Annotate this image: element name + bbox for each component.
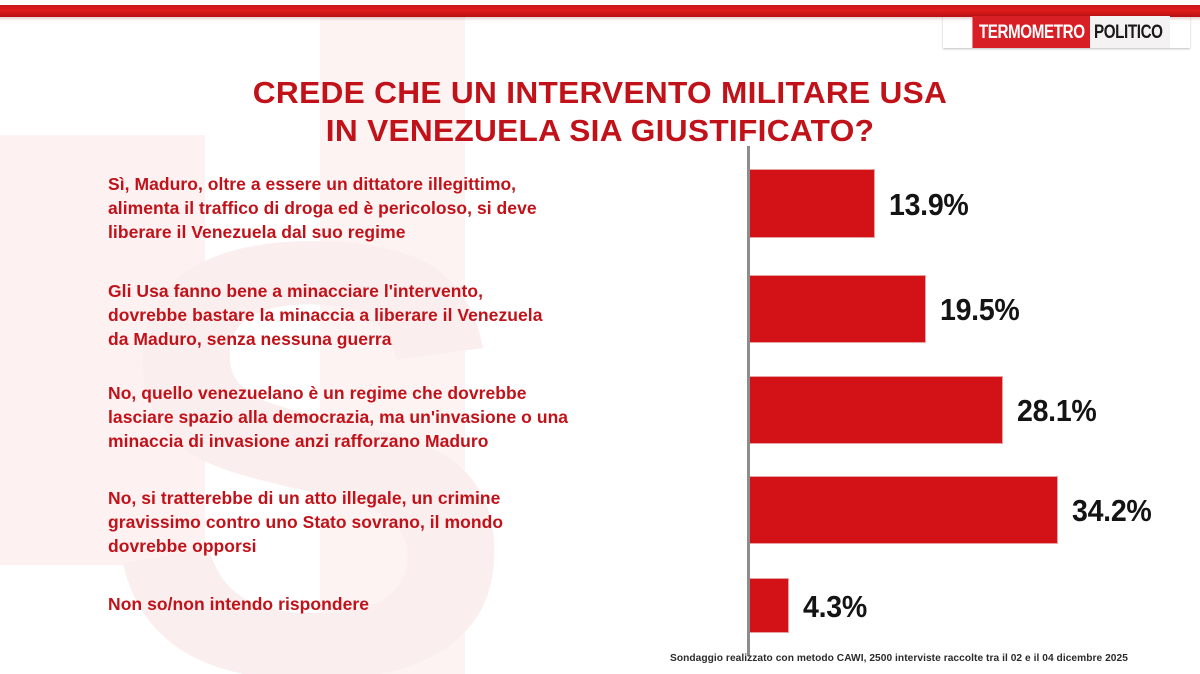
top-red-band-shadow bbox=[0, 17, 1200, 21]
bar-category-label-line: liberare il Venezuela dal suo regime bbox=[108, 222, 406, 242]
bar-category-label: Non so/non intendo rispondere bbox=[108, 592, 736, 616]
background-pink-strip bbox=[320, 16, 465, 674]
bar bbox=[750, 376, 1003, 444]
bar-category-label: Gli Usa fanno bene a minacciare l'interv… bbox=[108, 279, 736, 351]
bar-category-label-line: No, si tratterebbe di un atto illegale, … bbox=[108, 488, 501, 508]
watermark-letter: S bbox=[105, 114, 519, 674]
bar-value-label: 4.3% bbox=[803, 588, 867, 624]
bar-category-label-line: dovrebbe bastare la minaccia a liberare … bbox=[108, 305, 543, 325]
bar-value-label: 13.9% bbox=[889, 186, 969, 222]
bar-value-label: 34.2% bbox=[1072, 493, 1152, 528]
bar-value-label: 28.1% bbox=[1017, 393, 1097, 428]
bar-category-label-line: minaccia di invasione anzi rafforzano Ma… bbox=[108, 431, 489, 451]
bar-category-label-line: dovrebbe opporsi bbox=[108, 536, 257, 556]
bar bbox=[750, 476, 1058, 544]
page-title-line-2: IN VENEZUELA SIA GIUSTIFICATO? bbox=[325, 113, 875, 148]
bar-value-label: 19.5% bbox=[940, 292, 1020, 327]
brand-logo-termometro: TERMOMETRO bbox=[972, 16, 1091, 48]
bar-category-label-line: Gli Usa fanno bene a minacciare l'interv… bbox=[108, 281, 483, 301]
bar-category-label-line: lasciare spazio alla democrazia, ma un'i… bbox=[108, 407, 569, 427]
bar bbox=[750, 169, 875, 238]
background-pink-panel bbox=[0, 135, 205, 565]
methodology-note: Sondaggio realizzato con metodo CAWI, 25… bbox=[670, 652, 1128, 664]
bar-category-label-line: Sì, Maduro, oltre a essere un dittatore … bbox=[108, 174, 517, 194]
bar-category-label-line: Non so/non intendo rispondere bbox=[108, 594, 370, 614]
page-title: CREDE CHE UN INTERVENTO MILITARE USA IN … bbox=[0, 74, 1200, 150]
bar-category-label-line: da Maduro, senza nessuna guerra bbox=[108, 329, 392, 349]
bar-category-label-line: gravissimo contro uno Stato sovrano, il … bbox=[108, 512, 504, 532]
bar-category-label-line: alimenta il traffico di droga ed è peric… bbox=[108, 198, 537, 218]
brand-logo[interactable]: TERMOMETRO POLITICO bbox=[943, 16, 1190, 48]
bar-category-label-line: No, quello venezuelano è un regime che d… bbox=[108, 383, 527, 403]
top-red-band bbox=[0, 5, 1200, 17]
bar-category-label: No, si tratterebbe di un atto illegale, … bbox=[108, 486, 736, 558]
chart-axis-line bbox=[747, 146, 750, 656]
bar bbox=[750, 578, 789, 633]
bar-category-label: No, quello venezuelano è un regime che d… bbox=[108, 381, 736, 453]
bar bbox=[750, 275, 926, 343]
page-title-line-1: CREDE CHE UN INTERVENTO MILITARE USA bbox=[252, 75, 948, 110]
bar-category-label: Sì, Maduro, oltre a essere un dittatore … bbox=[108, 172, 736, 244]
brand-logo-politico: POLITICO bbox=[1090, 16, 1171, 48]
